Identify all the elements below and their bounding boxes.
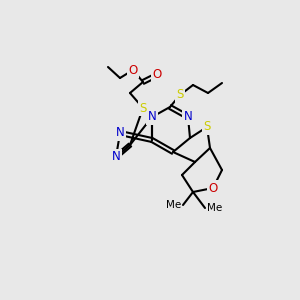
Text: O: O (152, 68, 162, 82)
Text: N: N (112, 151, 120, 164)
Text: O: O (128, 64, 138, 76)
Text: N: N (148, 110, 156, 124)
Text: Me: Me (166, 200, 181, 210)
Text: Me: Me (207, 203, 222, 213)
Text: S: S (203, 121, 211, 134)
Text: S: S (176, 88, 184, 101)
Text: N: N (116, 127, 124, 140)
Text: O: O (208, 182, 217, 194)
Text: S: S (139, 101, 147, 115)
Text: N: N (184, 110, 192, 124)
